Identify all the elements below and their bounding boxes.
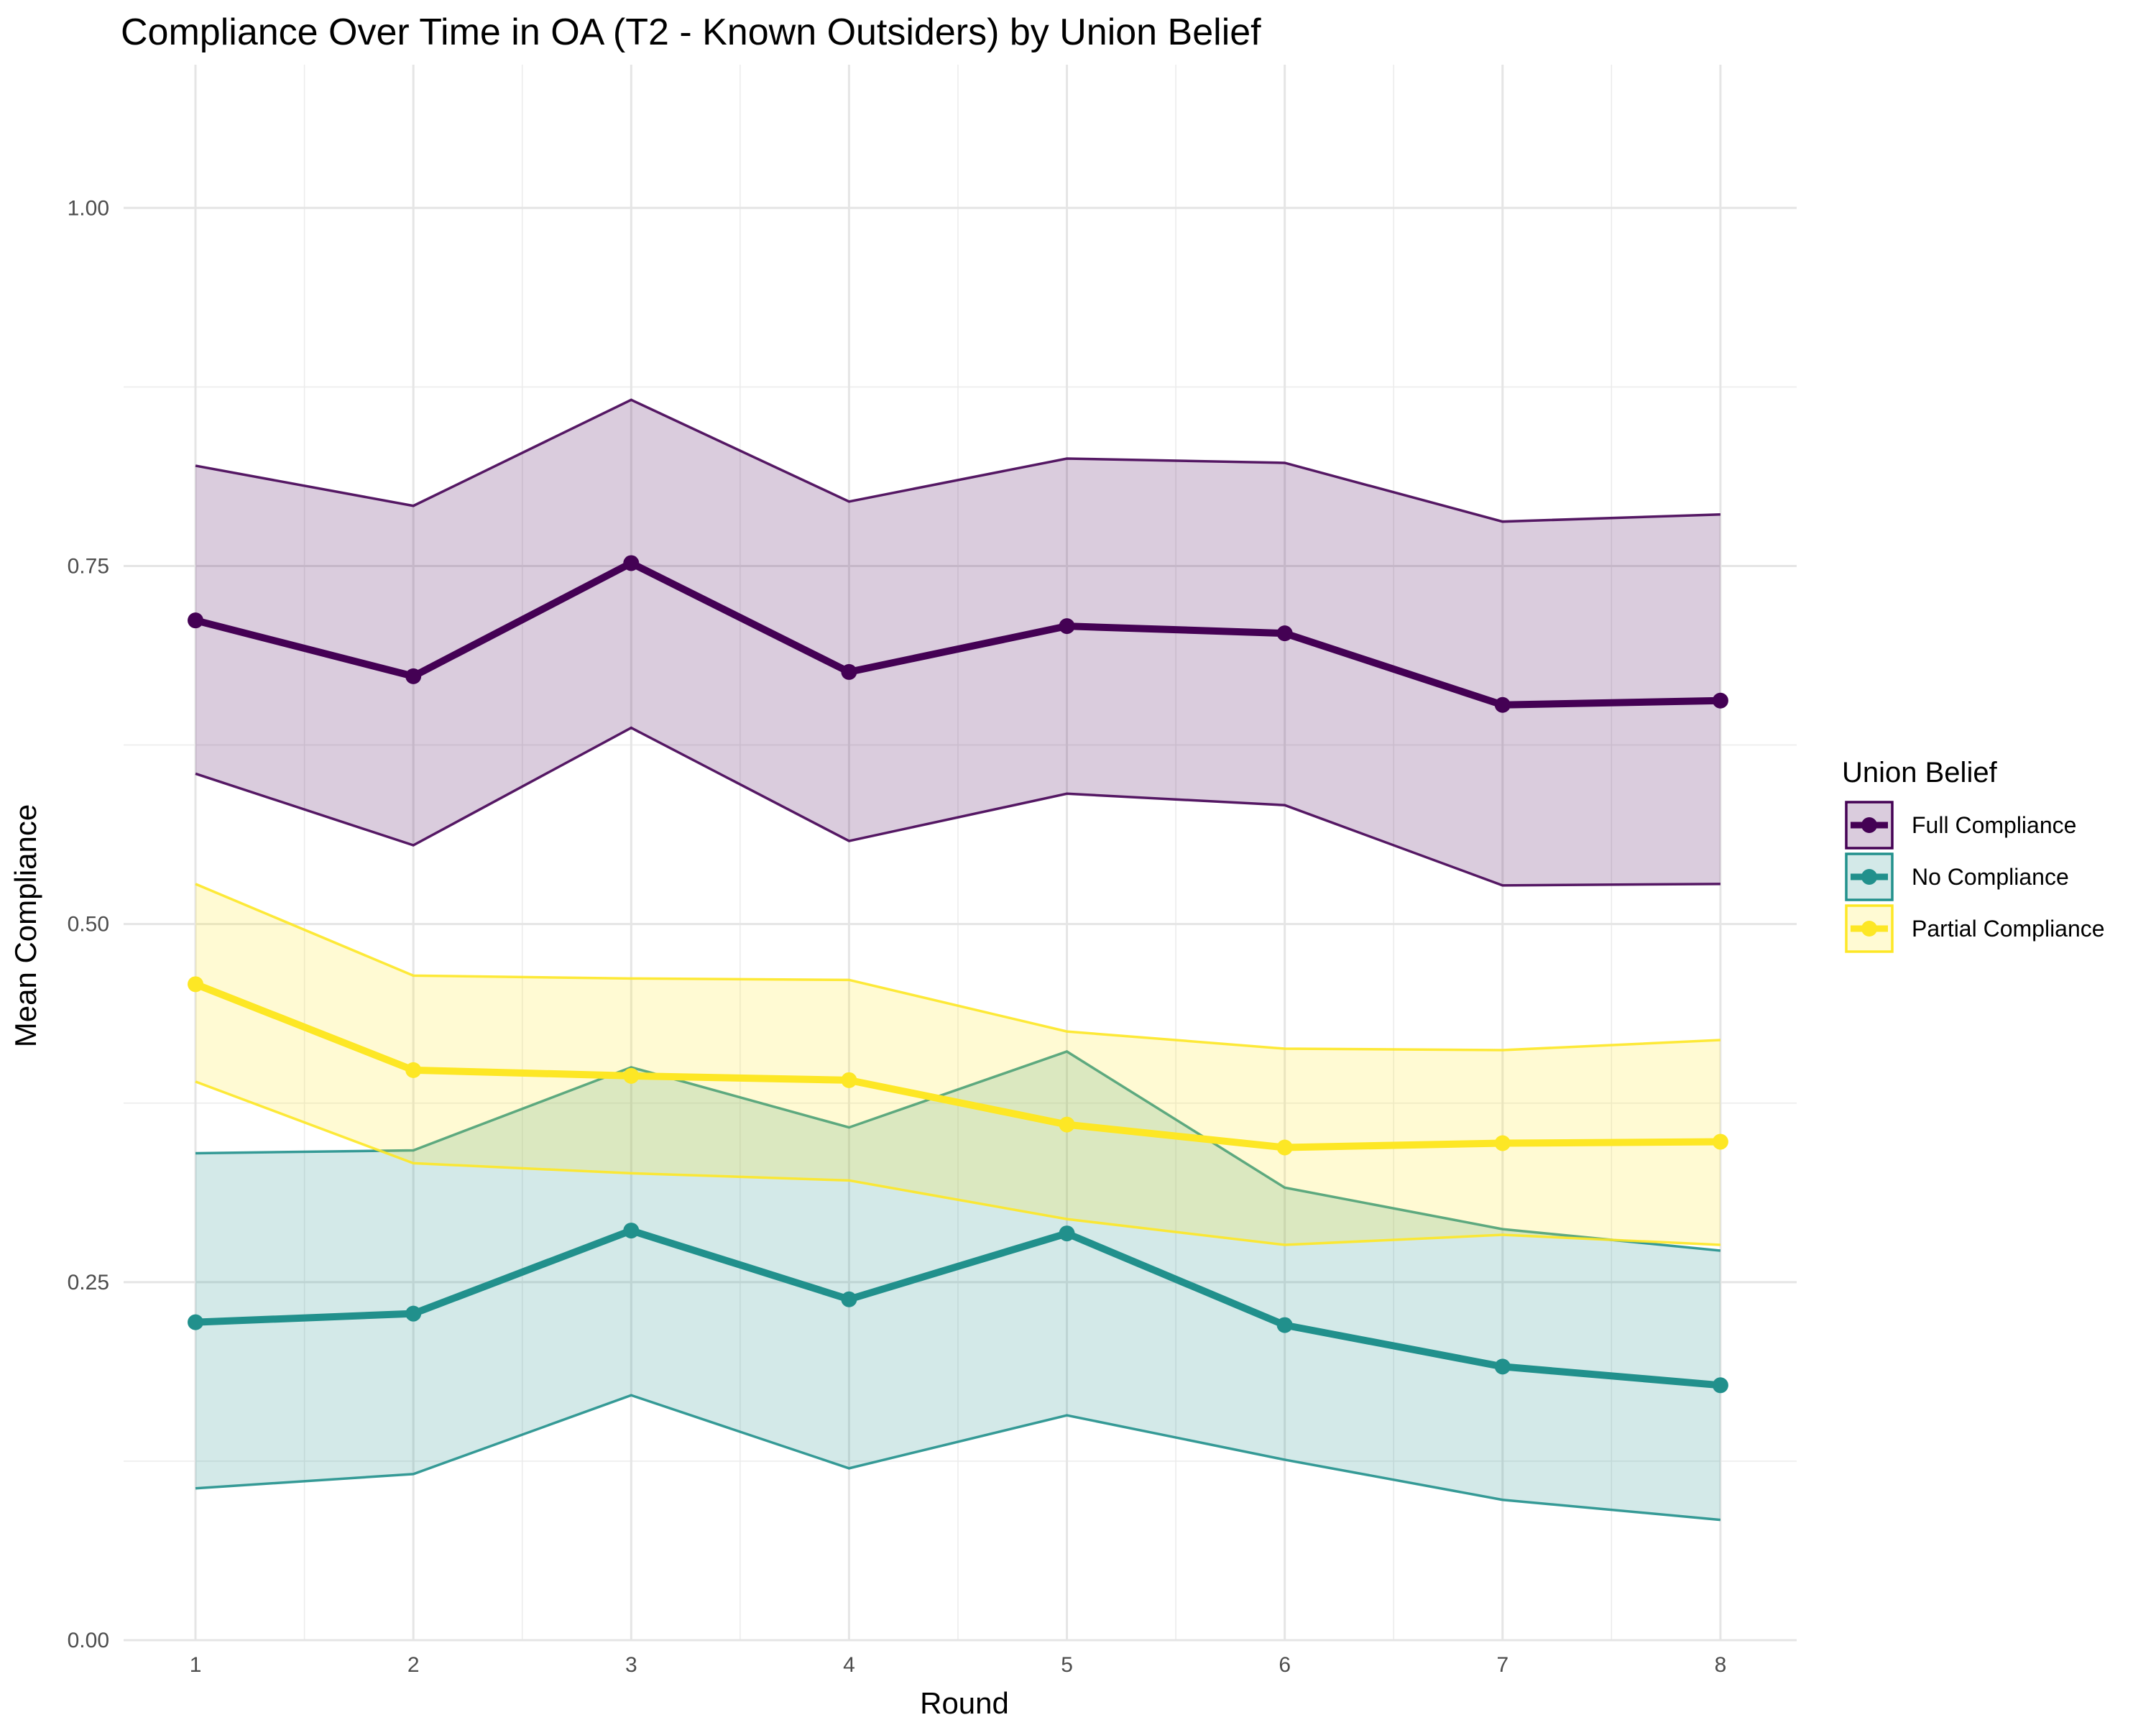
- no-compliance-point: [841, 1291, 857, 1307]
- y-tick-label: 0.00: [68, 1629, 109, 1652]
- full-compliance-legend-label: Full Compliance: [1912, 812, 2076, 838]
- x-tick-label: 1: [190, 1653, 202, 1677]
- x-tick-label: 2: [407, 1653, 420, 1677]
- full-compliance-mean-line: [192, 559, 1724, 709]
- full-compliance-point: [1712, 692, 1728, 709]
- no-compliance-ci-ribbon: [195, 1051, 1720, 1520]
- no-compliance-point: [1276, 1317, 1293, 1333]
- no-compliance-point: [1494, 1358, 1511, 1375]
- full-compliance-point: [1059, 618, 1075, 635]
- full-compliance-legend-point: [1861, 817, 1877, 833]
- full-compliance-ci-ribbon: [195, 400, 1720, 886]
- no-compliance-point: [1712, 1377, 1728, 1394]
- x-tick-label: 4: [843, 1653, 855, 1677]
- y-tick-label: 0.50: [68, 913, 109, 937]
- partial-compliance-mean-line: [192, 980, 1724, 1151]
- no-compliance-point: [188, 1314, 204, 1330]
- partial-compliance-legend-point: [1861, 921, 1877, 937]
- partial-compliance-ci-lower: [195, 1080, 1720, 1246]
- legend-title: Union Belief: [1842, 757, 1998, 788]
- ribbon-layer: [195, 398, 1721, 1522]
- full-compliance-point: [405, 668, 422, 684]
- x-tick-label: 8: [1715, 1653, 1727, 1677]
- y-tick-label: 0.75: [68, 554, 109, 578]
- full-compliance-point: [188, 612, 204, 629]
- x-tick-label: 7: [1496, 1653, 1508, 1677]
- full-compliance-point: [1276, 625, 1293, 642]
- full-compliance-point: [623, 555, 640, 571]
- partial-compliance-point: [188, 976, 204, 993]
- x-tick-label: 6: [1279, 1653, 1291, 1677]
- y-axis-title: Mean Compliance: [9, 804, 42, 1048]
- no-compliance-ci-lower: [195, 1394, 1721, 1522]
- grid-layer: [124, 65, 1797, 1642]
- x-axis-title: Round: [920, 1686, 1009, 1720]
- no-compliance-mean-line: [192, 1227, 1724, 1389]
- partial-compliance-point: [841, 1072, 857, 1088]
- no-compliance-legend-label: No Compliance: [1912, 864, 2069, 890]
- no-compliance-point: [1059, 1225, 1075, 1242]
- no-compliance-legend-point: [1861, 869, 1877, 885]
- legend-items: Full Compliance No Compliance Partial Comp…: [1845, 801, 2105, 953]
- partial-compliance-point: [1712, 1133, 1728, 1150]
- no-compliance-point: [623, 1223, 640, 1239]
- partial-compliance-point: [1276, 1139, 1293, 1156]
- partial-compliance-ci-upper: [195, 883, 1720, 1052]
- x-tick-label: 3: [625, 1653, 637, 1677]
- legend: Union Belief Full Compliance No Complianc…: [1842, 757, 2105, 953]
- no-compliance-point: [405, 1305, 422, 1322]
- partial-compliance-point: [1059, 1116, 1075, 1133]
- y-tick-label: 1.00: [68, 196, 109, 220]
- partial-compliance-point: [405, 1062, 422, 1078]
- line-layer: [192, 559, 1724, 1389]
- chart-title: Compliance Over Time in OA (T2 - Known O…: [121, 12, 1261, 53]
- full-compliance-point: [1494, 696, 1511, 713]
- full-compliance-ci-lower: [195, 726, 1720, 887]
- y-tick-label: 0.25: [68, 1271, 109, 1294]
- full-compliance-ci-upper: [195, 398, 1720, 523]
- tick-layer: 1 2 3 4 5 6 7 8 0.00 0.25 0.50 0.75 1.00: [68, 196, 1727, 1677]
- partial-compliance-ci-ribbon: [195, 883, 1720, 1246]
- partial-compliance-point: [623, 1067, 640, 1084]
- point-layer: [188, 555, 1728, 1394]
- partial-compliance-point: [1494, 1135, 1511, 1151]
- no-compliance-ci-upper: [195, 1050, 1721, 1252]
- full-compliance-point: [841, 663, 857, 680]
- x-tick-label: 5: [1061, 1653, 1073, 1677]
- partial-compliance-legend-label: Partial Compliance: [1912, 916, 2105, 942]
